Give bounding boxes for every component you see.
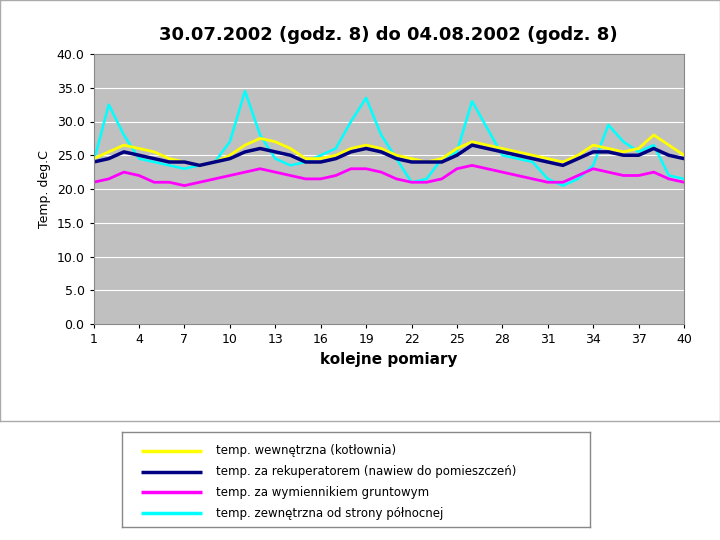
X-axis label: kolejne pomiary: kolejne pomiary — [320, 352, 457, 367]
Text: temp. za rekuperatorem (nawiew do pomieszczeń): temp. za rekuperatorem (nawiew do pomies… — [216, 465, 516, 478]
Text: temp. zewnętrzna od strony północnej: temp. zewnętrzna od strony północnej — [216, 507, 444, 520]
Title: 30.07.2002 (godz. 8) do 04.08.2002 (godz. 8): 30.07.2002 (godz. 8) do 04.08.2002 (godz… — [160, 26, 618, 44]
Y-axis label: Temp. deg.C: Temp. deg.C — [38, 150, 51, 228]
Text: temp. za wymiennikiem gruntowym: temp. za wymiennikiem gruntowym — [216, 486, 429, 499]
Text: temp. wewnętrzna (kotłownia): temp. wewnętrzna (kotłownia) — [216, 444, 396, 457]
